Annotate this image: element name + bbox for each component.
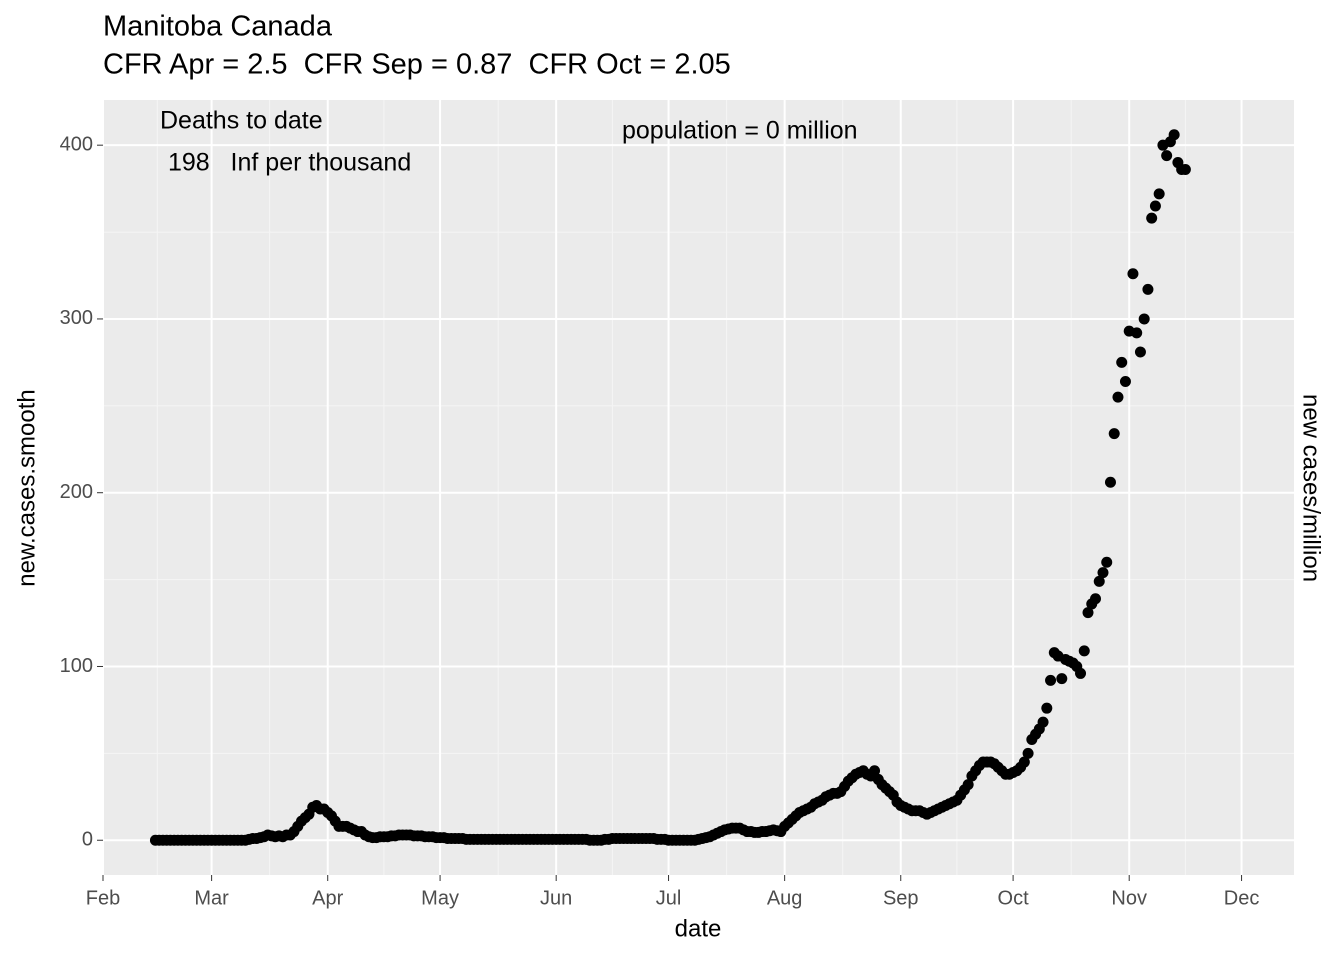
point [1179,164,1191,176]
y-tick-label: 0 [82,829,93,851]
annotation: Deaths to date [160,107,323,135]
x-tick-label: Jul [656,887,682,909]
x-tick-label: May [421,887,459,909]
annotation: 198 Inf per thousand [168,149,411,177]
y-tick-label: 300 [60,307,93,329]
point [1037,716,1049,728]
point [1078,645,1090,657]
x-tick-label: Feb [86,887,120,909]
y-tick-label: 100 [60,655,93,677]
point [1075,667,1087,679]
y-tick-label: 400 [60,133,93,155]
x-tick-label: Jun [540,887,572,909]
point [1045,674,1057,686]
point [1090,593,1101,605]
x-tick-label: Nov [1111,887,1147,909]
point [1116,356,1128,368]
points [149,129,1191,846]
point [1161,150,1173,162]
x-tick-label: Sep [883,887,919,909]
panel [103,100,1294,875]
grid [102,100,1294,875]
x-tick-label: Oct [998,887,1030,909]
point [1041,702,1053,714]
x-tick-label: Aug [767,887,803,909]
annotation: population = 0 million [622,117,858,145]
chart-subtitle: CFR Apr = 2.5 CFR Sep = 0.87 CFR Oct = 2… [103,49,731,81]
point [1112,391,1124,403]
x-tick-label: Mar [194,887,229,909]
x-tick-label: Dec [1224,887,1260,909]
point [1082,607,1094,619]
point [1119,376,1131,388]
x-tick-label: Apr [312,887,343,909]
point [1018,756,1030,768]
point [1149,200,1161,212]
point [1022,747,1034,759]
point [1131,327,1143,339]
point [869,765,881,777]
point [1146,212,1158,224]
point [1056,673,1068,685]
point [1108,428,1120,440]
y-axis-title: new.cases.smooth [13,389,40,586]
chart-title: Manitoba Canada [103,11,333,43]
y-tick-label: 200 [60,481,93,503]
point [1142,283,1154,295]
point [1093,575,1105,587]
point [1097,567,1109,579]
y2-axis-title: new cases/million [1298,394,1325,582]
point [962,779,974,791]
point [1153,188,1165,200]
point [1168,129,1180,141]
point [1104,476,1116,488]
point [1138,313,1150,325]
point [1101,556,1113,568]
x-axis-title: date [675,915,722,942]
point [1134,346,1146,358]
point [1127,268,1139,280]
